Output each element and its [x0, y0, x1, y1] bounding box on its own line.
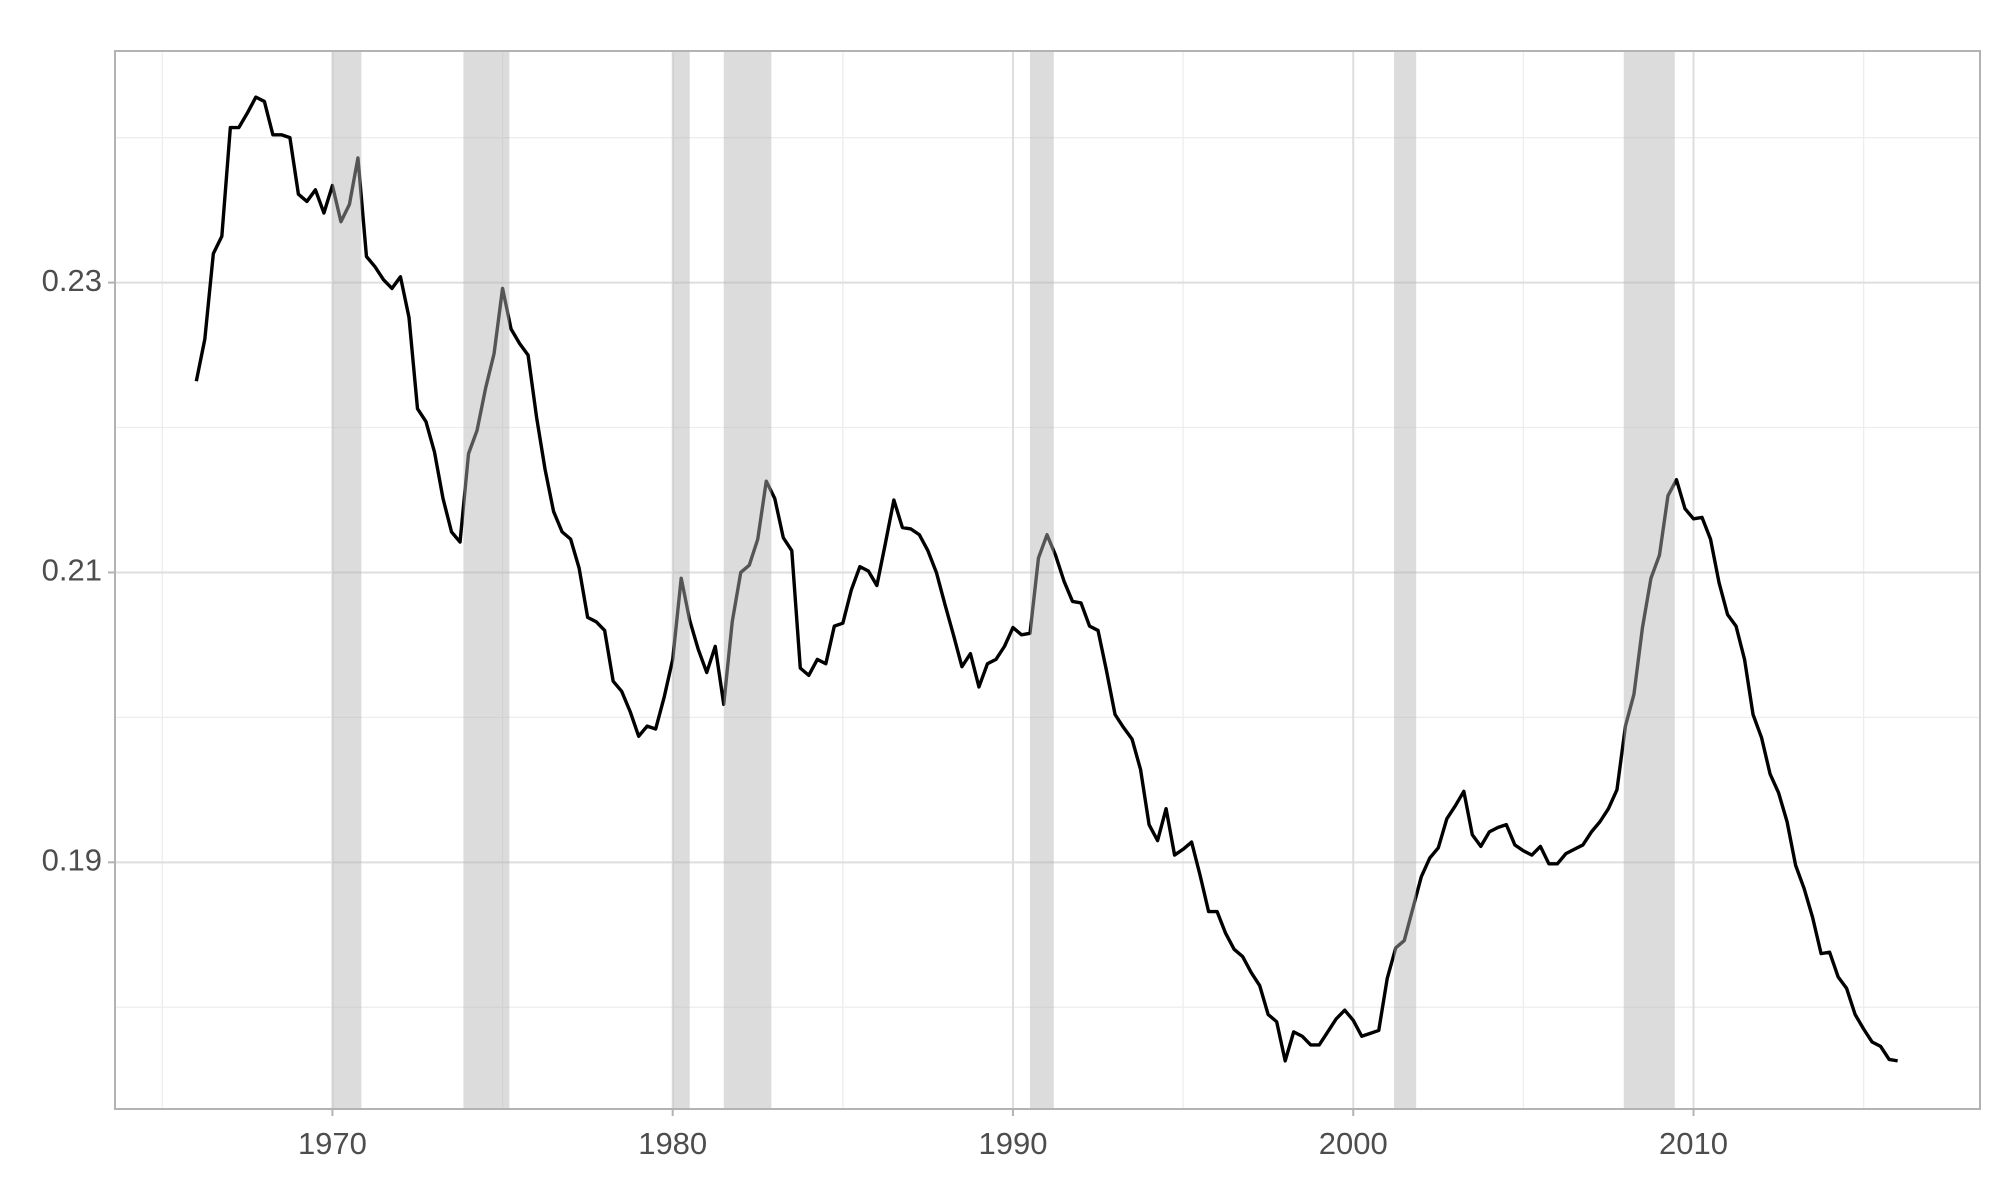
recession-shade	[463, 51, 510, 1109]
x-tick-label: 1990	[978, 1126, 1047, 1161]
recession-shade	[1029, 51, 1054, 1109]
x-tick-label: 2010	[1659, 1126, 1728, 1161]
y-tick-label: 0.19	[42, 843, 102, 878]
data-line	[194, 95, 1898, 1063]
y-tick-label: 0.23	[42, 263, 102, 298]
x-tick-label: 1980	[638, 1126, 707, 1161]
recession-shade	[332, 51, 362, 1109]
recession-shade	[723, 51, 772, 1109]
plot-border	[114, 50, 1981, 1110]
x-tick-label: 1970	[298, 1126, 367, 1161]
recession-shade	[1623, 51, 1675, 1109]
recession-shade	[672, 51, 690, 1109]
x-tick-label: 2000	[1319, 1126, 1388, 1161]
recession-shade	[1394, 51, 1417, 1109]
y-tick-label: 0.21	[42, 553, 102, 588]
